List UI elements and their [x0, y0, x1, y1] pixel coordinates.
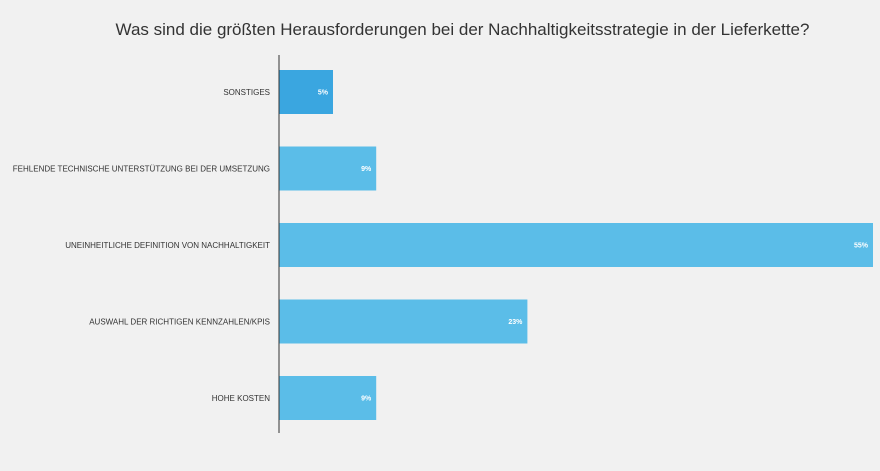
value-label-0: 5% — [318, 90, 329, 97]
category-label-4: HOHE KOSTEN — [212, 394, 270, 403]
category-label-3: AUSWAHL DER RICHTIGEN KENNZAHLEN/KPIS — [89, 318, 270, 327]
bar-0 — [279, 70, 333, 114]
bar-3 — [279, 299, 528, 344]
bars-group — [279, 70, 873, 420]
value-label-1: 9% — [361, 166, 372, 173]
bar-2 — [279, 223, 873, 267]
bar-4 — [279, 376, 377, 420]
chart-title: Was sind die größten Herausforderungen b… — [115, 20, 810, 39]
value-label-4: 9% — [361, 396, 372, 403]
bar-1 — [279, 146, 377, 191]
category-label-2: UNEINHEITLICHE DEFINITION VON NACHHALTIG… — [65, 241, 270, 250]
value-label-2: 55% — [854, 243, 869, 250]
category-label-1: FEHLENDE TECHNISCHE UNTERSTÜTZUNG BEI DE… — [13, 165, 270, 174]
labels-group: 5% SONSTIGES 9% FEHLENDE TECHNISCHE UNTERST… — [13, 88, 869, 403]
value-label-3: 23% — [508, 319, 523, 326]
category-label-0: SONSTIGES — [223, 88, 270, 97]
